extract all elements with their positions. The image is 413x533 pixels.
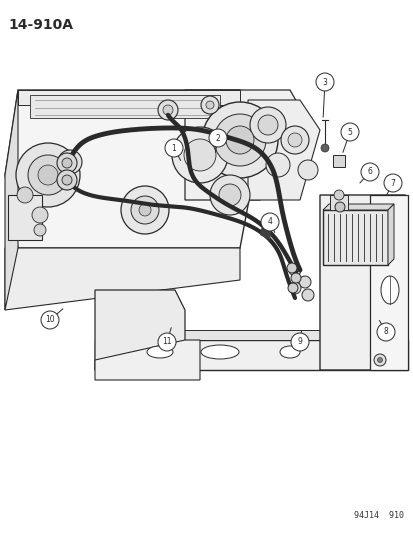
Circle shape xyxy=(214,114,266,166)
Circle shape xyxy=(183,139,216,171)
Circle shape xyxy=(287,283,297,293)
Text: 2: 2 xyxy=(215,133,220,142)
Circle shape xyxy=(280,126,308,154)
Circle shape xyxy=(383,174,401,192)
Circle shape xyxy=(257,115,277,135)
Circle shape xyxy=(297,160,317,180)
Polygon shape xyxy=(8,195,42,240)
Text: 10: 10 xyxy=(45,316,55,325)
Circle shape xyxy=(260,213,278,231)
Circle shape xyxy=(32,207,48,223)
Circle shape xyxy=(202,102,277,178)
Circle shape xyxy=(266,153,289,177)
Circle shape xyxy=(57,170,77,190)
Circle shape xyxy=(62,158,72,168)
Polygon shape xyxy=(247,100,319,200)
Circle shape xyxy=(377,358,382,362)
Text: 94J14  910: 94J14 910 xyxy=(353,511,403,520)
Circle shape xyxy=(287,133,301,147)
Circle shape xyxy=(131,196,159,224)
Circle shape xyxy=(34,224,46,236)
Circle shape xyxy=(38,165,58,185)
Text: 7: 7 xyxy=(389,179,394,188)
Text: 8: 8 xyxy=(383,327,387,336)
Polygon shape xyxy=(185,90,309,200)
Circle shape xyxy=(340,123,358,141)
Polygon shape xyxy=(319,195,407,370)
Circle shape xyxy=(333,190,343,200)
Circle shape xyxy=(206,101,214,109)
Polygon shape xyxy=(387,204,393,265)
Circle shape xyxy=(376,323,394,341)
Circle shape xyxy=(290,273,300,283)
Circle shape xyxy=(315,73,333,91)
Ellipse shape xyxy=(380,276,398,304)
Polygon shape xyxy=(259,225,271,240)
Circle shape xyxy=(17,187,33,203)
Polygon shape xyxy=(322,204,393,210)
Circle shape xyxy=(171,127,228,183)
Circle shape xyxy=(288,264,300,276)
Circle shape xyxy=(225,126,254,154)
Polygon shape xyxy=(5,90,18,310)
Polygon shape xyxy=(322,210,387,265)
Polygon shape xyxy=(329,195,347,210)
Circle shape xyxy=(41,311,59,329)
Circle shape xyxy=(158,100,178,120)
Polygon shape xyxy=(332,155,344,167)
Circle shape xyxy=(28,155,68,195)
Circle shape xyxy=(139,204,151,216)
Text: 11: 11 xyxy=(162,337,171,346)
Circle shape xyxy=(373,354,385,366)
Circle shape xyxy=(64,156,76,168)
Circle shape xyxy=(209,175,249,215)
Polygon shape xyxy=(30,95,219,118)
Circle shape xyxy=(57,153,77,173)
Circle shape xyxy=(165,139,183,157)
Polygon shape xyxy=(5,90,264,248)
Text: 3: 3 xyxy=(322,77,327,86)
Text: 6: 6 xyxy=(367,167,372,176)
Ellipse shape xyxy=(279,346,299,358)
Circle shape xyxy=(301,289,313,301)
Circle shape xyxy=(360,163,378,181)
Circle shape xyxy=(163,105,173,115)
Polygon shape xyxy=(18,90,240,105)
Polygon shape xyxy=(95,340,199,380)
Circle shape xyxy=(249,107,285,143)
Polygon shape xyxy=(369,195,407,370)
Circle shape xyxy=(334,202,344,212)
Circle shape xyxy=(16,143,80,207)
Ellipse shape xyxy=(147,346,173,358)
Polygon shape xyxy=(95,330,407,340)
Polygon shape xyxy=(95,340,407,370)
Circle shape xyxy=(288,282,300,294)
Circle shape xyxy=(121,186,169,234)
Polygon shape xyxy=(5,248,240,310)
Circle shape xyxy=(320,144,328,152)
Text: 14-910A: 14-910A xyxy=(8,18,73,32)
Circle shape xyxy=(218,184,240,206)
Circle shape xyxy=(286,263,296,273)
Text: 1: 1 xyxy=(171,143,176,152)
Text: 4: 4 xyxy=(267,217,272,227)
Ellipse shape xyxy=(201,345,238,359)
Text: 9: 9 xyxy=(297,337,302,346)
Circle shape xyxy=(58,150,82,174)
Text: 5: 5 xyxy=(347,127,351,136)
Polygon shape xyxy=(95,290,185,370)
Circle shape xyxy=(158,333,176,351)
Circle shape xyxy=(209,129,226,147)
Circle shape xyxy=(298,276,310,288)
Circle shape xyxy=(290,333,308,351)
Circle shape xyxy=(62,175,72,185)
Circle shape xyxy=(201,96,218,114)
